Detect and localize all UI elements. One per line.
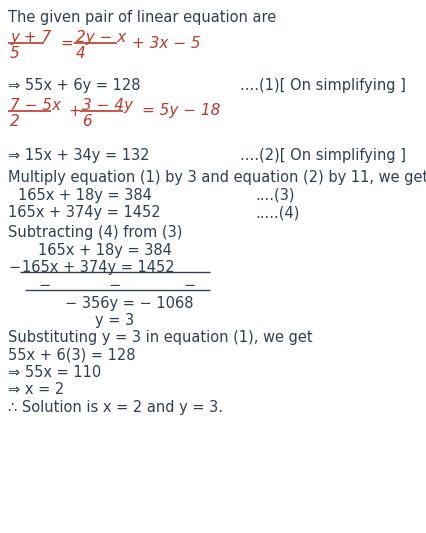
- Text: The given pair of linear equation are: The given pair of linear equation are: [8, 10, 276, 25]
- Text: 3 − 4y: 3 − 4y: [82, 98, 132, 113]
- Text: y + 7: y + 7: [10, 30, 51, 45]
- Text: ....(2)[ On simplifying ]: ....(2)[ On simplifying ]: [239, 148, 405, 163]
- Text: 165x + 18y = 384: 165x + 18y = 384: [38, 243, 172, 258]
- Text: + 3x − 5: + 3x − 5: [132, 36, 200, 51]
- Text: −: −: [183, 278, 195, 293]
- Text: =: =: [60, 36, 72, 51]
- Text: 4: 4: [76, 46, 86, 61]
- Text: Multiply equation (1) by 3 and equation (2) by 11, we get :: Multiply equation (1) by 3 and equation …: [8, 170, 426, 185]
- Text: 165x + 18y = 384: 165x + 18y = 384: [18, 188, 152, 203]
- Text: ⇒ 15x + 34y = 132: ⇒ 15x + 34y = 132: [8, 148, 149, 163]
- Text: ....(3): ....(3): [254, 188, 294, 203]
- Text: 165x + 374y = 1452: 165x + 374y = 1452: [22, 260, 174, 275]
- Text: 55x + 6(3) = 128: 55x + 6(3) = 128: [8, 348, 135, 363]
- Text: ⇒ x = 2: ⇒ x = 2: [8, 382, 64, 397]
- Text: −: −: [38, 278, 50, 293]
- Text: Subtracting (4) from (3): Subtracting (4) from (3): [8, 225, 182, 240]
- Text: +: +: [68, 103, 81, 118]
- Text: 7 − 5x: 7 − 5x: [10, 98, 61, 113]
- Text: .....(4): .....(4): [254, 205, 299, 220]
- Text: ⇒ 55x + 6y = 128: ⇒ 55x + 6y = 128: [8, 78, 140, 93]
- Text: −: −: [8, 260, 20, 275]
- Text: y = 3: y = 3: [95, 313, 134, 328]
- Text: 2y − x: 2y − x: [76, 30, 126, 45]
- Text: Substituting y = 3 in equation (1), we get: Substituting y = 3 in equation (1), we g…: [8, 330, 312, 345]
- Text: ....(1)[ On simplifying ]: ....(1)[ On simplifying ]: [239, 78, 405, 93]
- Text: −: −: [108, 278, 120, 293]
- Text: 5: 5: [10, 46, 20, 61]
- Text: 2: 2: [10, 114, 20, 129]
- Text: ⇒ 55x = 110: ⇒ 55x = 110: [8, 365, 101, 380]
- Text: = 5y − 18: = 5y − 18: [142, 103, 220, 118]
- Text: − 356y = − 1068: − 356y = − 1068: [65, 296, 193, 311]
- Text: 165x + 374y = 1452: 165x + 374y = 1452: [8, 205, 160, 220]
- Text: ∴ Solution is x = 2 and y = 3.: ∴ Solution is x = 2 and y = 3.: [8, 400, 222, 415]
- Text: 6: 6: [82, 114, 92, 129]
